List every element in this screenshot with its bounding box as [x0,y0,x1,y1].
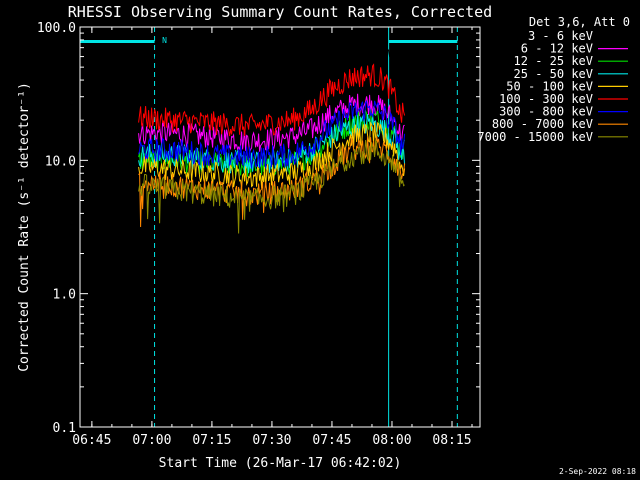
x-tick-label: 07:30 [252,433,291,448]
x-axis-label: Start Time (26-Mar-17 06:42:02) [159,456,402,471]
legend-entry-label: 100 - 300 keV [499,92,593,106]
y-tick-label: 10.0 [45,154,76,169]
plot-frame [79,26,481,428]
x-tick-label: 08:00 [372,433,411,448]
x-tick-label: 07:45 [312,433,351,448]
y-tick-label: 0.1 [53,421,76,436]
series-line [138,43,406,68]
series-line [138,138,405,234]
legend-entry-label: 25 - 50 keV [514,67,593,81]
legend-entry-label: 300 - 800 keV [499,105,593,119]
x-tick-label: 07:00 [132,433,171,448]
legend-entry-label: 3 - 6 keV [528,29,593,43]
y-tick-label: 1.0 [53,288,76,303]
flag-bar [80,40,155,43]
y-axis: 0.1 1.0 10.0 100.0 [37,21,480,436]
series-line [138,63,406,137]
legend-title: Det 3,6, Att 0 [529,15,630,29]
y-tick-label: 100.0 [37,21,76,36]
legend-entry-label: 50 - 100 keV [506,79,593,93]
chart-title: RHESSI Observing Summary Count Rates, Co… [68,3,492,21]
series-line [138,100,406,169]
legend-entry-label: 800 - 7000 keV [492,117,593,131]
legend-entry-label: 6 - 12 keV [521,42,593,56]
series-layer [138,43,406,234]
x-tick-label: 07:15 [192,433,231,448]
y-axis-label: Corrected Count Rate (s⁻¹ detector⁻¹) [17,82,32,372]
x-tick-label: 08:15 [432,433,471,448]
legend-entry-label: 7000 - 15000 keV [477,130,593,144]
flag-bar [388,40,458,43]
x-axis: 06:45 07:00 07:15 07:30 07:45 08:00 08:15 [72,27,473,448]
legend-entry-label: 12 - 25 keV [514,54,593,68]
timestamp: 2-Sep-2022 08:18 [559,467,636,476]
flag-label: N [162,36,167,45]
series-line [138,121,406,189]
x-tick-label: 06:45 [72,433,111,448]
